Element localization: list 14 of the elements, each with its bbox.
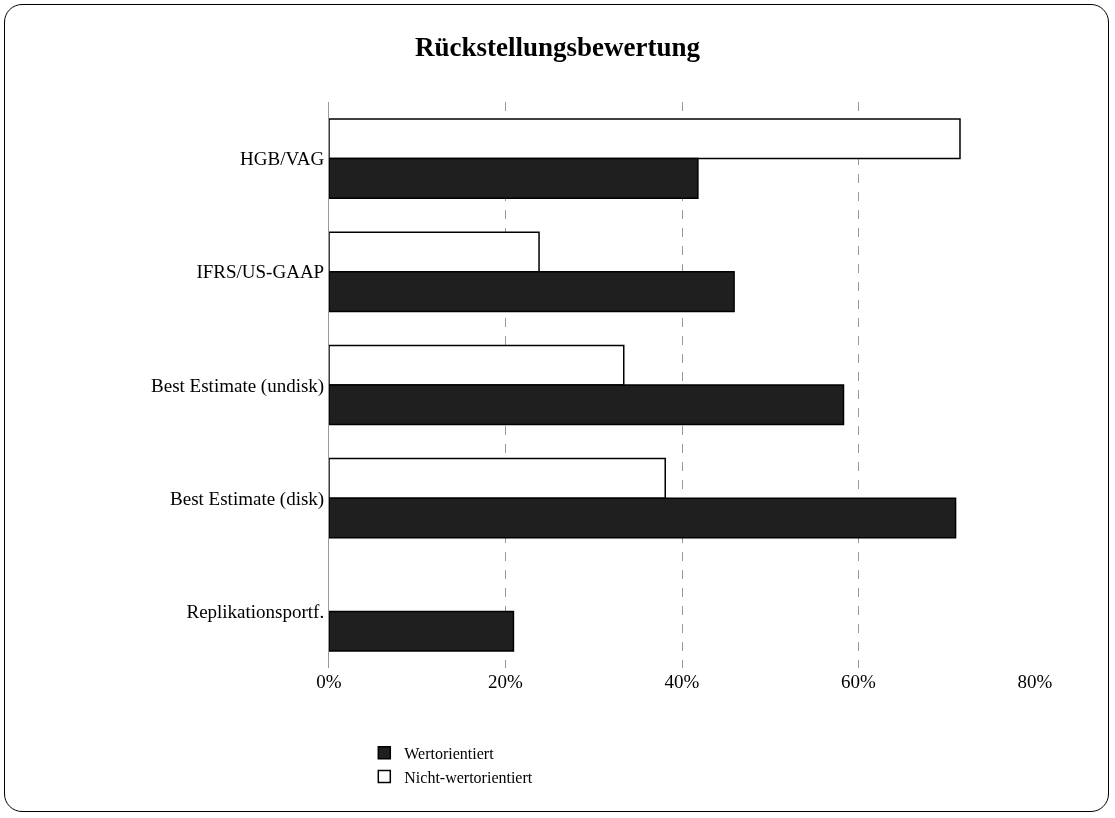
x-tick-label: 60% bbox=[841, 671, 877, 692]
y-tick-label: Replikationsportf. bbox=[186, 601, 325, 623]
x-tick-label: 20% bbox=[488, 671, 524, 692]
y-tick-label: IFRS/US-GAAP bbox=[196, 261, 325, 283]
x-tick-label: 40% bbox=[664, 671, 700, 692]
bar bbox=[329, 610, 515, 652]
y-tick-label: Best Estimate (undisk) bbox=[151, 374, 325, 397]
y-tick-label: HGB/VAG bbox=[240, 148, 325, 170]
y-tick-label: Best Estimate (disk) bbox=[170, 487, 325, 510]
x-tick-label: 80% bbox=[1017, 671, 1053, 692]
legend-label: Wertorientiert bbox=[404, 745, 495, 763]
chart-title: Rückstellungsbewertung bbox=[414, 31, 701, 62]
x-tick-label: 0% bbox=[316, 671, 342, 692]
legend-label: Nicht-wertorientiert bbox=[404, 768, 533, 786]
